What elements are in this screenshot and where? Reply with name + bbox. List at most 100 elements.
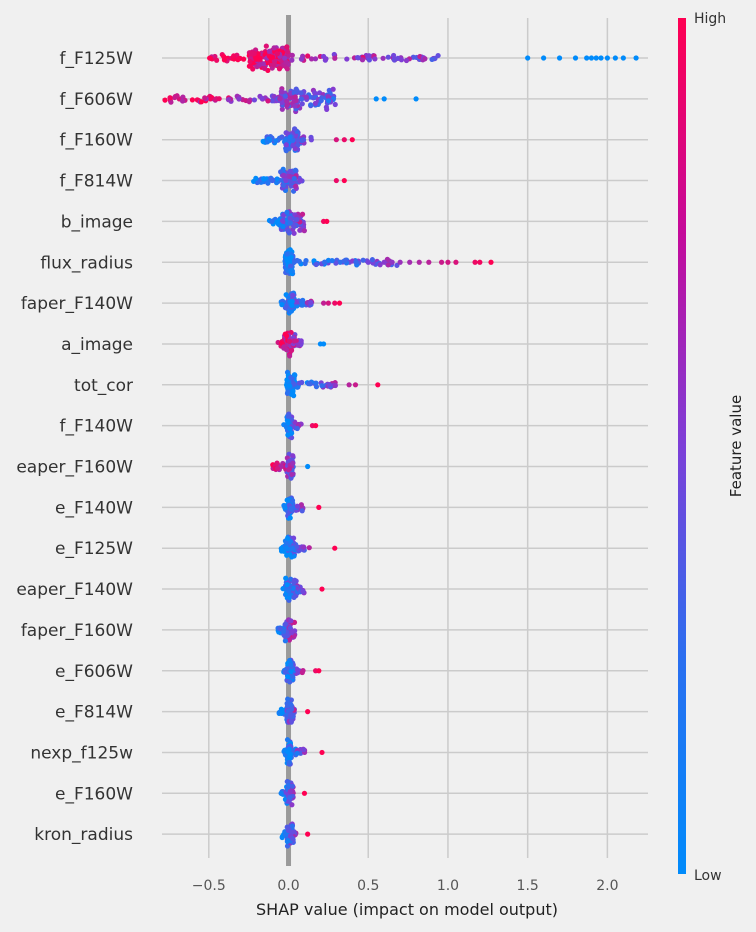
shap-point: [282, 621, 288, 628]
shap-point: [285, 535, 291, 541]
shap-point: [287, 353, 293, 359]
shap-point: [291, 372, 298, 378]
shap-point: [274, 465, 281, 472]
shap-point: [289, 835, 296, 842]
shap-point: [285, 228, 291, 234]
shap-point: [281, 502, 287, 509]
shap-point: [271, 45, 277, 51]
feature-label: a_image: [61, 335, 133, 355]
x-axis-label: SHAP value (impact on model output): [256, 900, 558, 919]
shap-point: [380, 55, 386, 61]
shap-point: [274, 51, 280, 57]
shap-point: [266, 48, 273, 54]
shap-point: [319, 383, 325, 389]
shap-point: [287, 794, 293, 801]
shap-point: [253, 56, 259, 62]
shap-point: [288, 618, 294, 624]
shap-point: [270, 54, 276, 60]
shap-point: [321, 53, 327, 60]
shap-point: [296, 380, 302, 386]
shap-point: [285, 783, 292, 789]
shap-point: [297, 177, 303, 184]
shap-point: [280, 182, 287, 188]
shap-point: [299, 302, 305, 308]
feature-label: nexp_f125w: [30, 743, 133, 763]
shap-point: [287, 788, 293, 795]
shap-point: [372, 56, 378, 62]
shap-point: [294, 503, 300, 509]
shap-point: [488, 259, 494, 265]
shap-point: [279, 134, 285, 140]
shap-point: [279, 106, 285, 112]
feature-label: eaper_F160W: [16, 458, 133, 478]
shap-point: [214, 57, 220, 63]
shap-point: [291, 230, 297, 236]
shap-point: [295, 137, 301, 143]
shap-point: [292, 103, 298, 109]
shap-point: [365, 259, 371, 265]
shap-point: [301, 747, 307, 753]
shap-point: [299, 211, 306, 217]
shap-point: [283, 575, 289, 581]
shap-point: [346, 382, 352, 388]
feature-label: e_F814W: [55, 703, 133, 723]
shap-point: [284, 251, 290, 257]
colorbar-high-label: High: [694, 11, 726, 27]
shap-point: [286, 594, 293, 601]
shap-point: [312, 90, 318, 96]
shap-point: [299, 508, 305, 514]
shap-point: [280, 628, 287, 634]
shap-point: [354, 54, 361, 61]
shap-point: [285, 467, 292, 473]
shap-point: [525, 55, 531, 61]
shap-point: [287, 679, 293, 685]
shap-point: [294, 750, 300, 756]
shap-point: [277, 96, 283, 102]
shap-point: [269, 177, 275, 183]
shap-point: [403, 57, 410, 64]
shap-point: [385, 262, 391, 268]
shap-point: [341, 137, 347, 143]
shap-point: [344, 56, 350, 62]
shap-point: [289, 783, 296, 789]
shap-point: [283, 142, 289, 148]
shap-point: [291, 176, 297, 182]
shap-point: [271, 58, 278, 64]
shap-point: [293, 544, 300, 550]
shap-point: [305, 53, 311, 59]
shap-point: [284, 102, 290, 108]
shap-point: [290, 292, 296, 298]
shap-point: [307, 381, 313, 387]
shap-point: [332, 382, 338, 389]
shap-point: [251, 97, 258, 103]
shap-point: [381, 96, 387, 102]
shap-point: [377, 262, 383, 268]
shap-point: [300, 137, 307, 143]
shap-point: [294, 425, 300, 432]
shap-point: [438, 259, 445, 265]
shap-point: [212, 96, 218, 102]
shap-point: [225, 97, 232, 103]
shap-point: [285, 749, 291, 755]
shap-point: [300, 588, 306, 595]
shap-point: [281, 344, 287, 350]
shap-point: [306, 545, 312, 551]
shap-point: [276, 66, 283, 72]
shap-point: [330, 86, 336, 92]
shap-point: [320, 300, 327, 306]
shap-point: [333, 260, 339, 266]
shap-point: [289, 823, 295, 829]
shap-point: [168, 99, 174, 105]
shap-point: [290, 545, 296, 552]
shap-point: [284, 257, 290, 264]
shap-point: [285, 837, 291, 844]
shap-point: [289, 674, 296, 680]
shap-point: [305, 831, 311, 837]
shap-point: [288, 706, 295, 712]
shap-point: [221, 57, 227, 63]
shap-point: [329, 258, 335, 264]
shap-point: [231, 53, 237, 59]
shap-point: [287, 383, 293, 389]
x-tick-label: 2.0: [596, 878, 618, 894]
shap-point: [269, 218, 275, 225]
